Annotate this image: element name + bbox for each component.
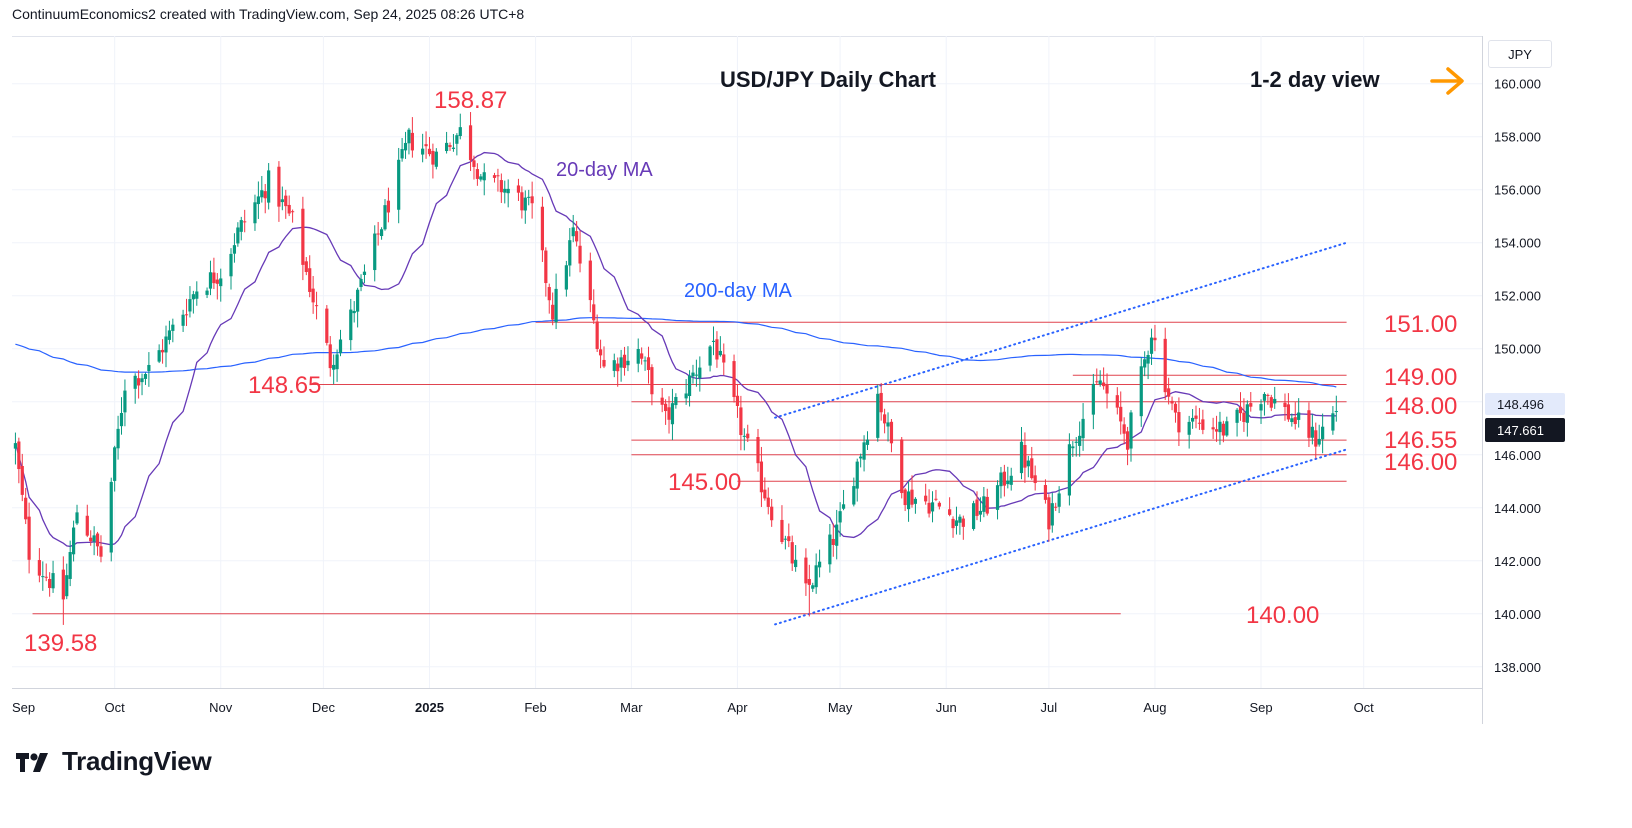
- currency-label[interactable]: JPY: [1488, 40, 1552, 68]
- tradingview-wordmark: TradingView: [62, 746, 212, 776]
- tradingview-logo[interactable]: TradingView: [14, 746, 212, 777]
- chart-credit: ContinuumEconomics2 created with Trading…: [12, 6, 525, 22]
- price-axis[interactable]: [1482, 36, 1569, 724]
- chart-area[interactable]: [12, 36, 1482, 689]
- time-axis[interactable]: [12, 688, 1482, 725]
- tradingview-logo-icon: [16, 752, 48, 772]
